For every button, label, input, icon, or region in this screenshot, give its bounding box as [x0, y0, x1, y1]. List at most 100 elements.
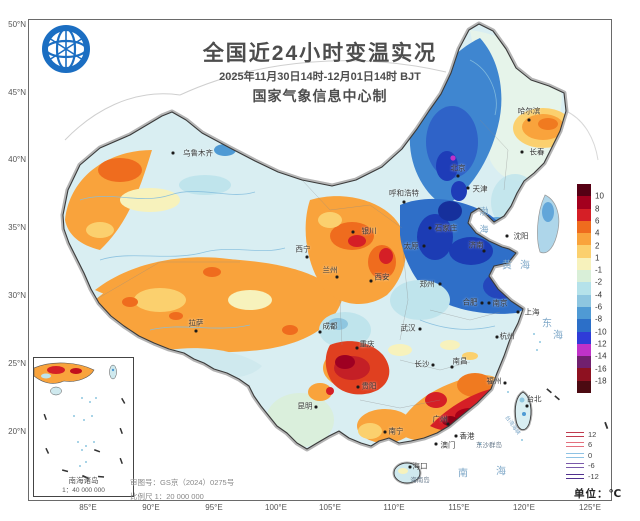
isoline-value: 6	[588, 440, 593, 450]
island-dash-marks	[546, 388, 609, 430]
colorbar-tick-label: 2	[595, 241, 600, 250]
city-label: 北京	[450, 163, 466, 173]
city-dot	[422, 244, 426, 248]
sea-label: 海	[553, 330, 563, 342]
city-dot	[446, 422, 450, 426]
city-dot	[516, 310, 520, 314]
city-label: 长沙	[414, 359, 430, 369]
lat-tick-label: 40°N	[8, 155, 26, 164]
isoline-value: -6	[588, 461, 595, 471]
foreign-border-line	[565, 110, 599, 161]
city-label: 郑州	[419, 279, 435, 289]
colorbar-segment	[577, 294, 591, 307]
city-dot	[314, 405, 318, 409]
city-dot	[369, 279, 373, 283]
colorbar-tick-label: -2	[595, 277, 603, 287]
sea-label: 渤	[479, 206, 489, 217]
isoline-legend-row: 0	[566, 450, 599, 461]
city-dot	[454, 434, 458, 438]
colorbar-tick-label: 6	[595, 216, 600, 226]
foreign-border-line	[64, 93, 181, 141]
isoline-value: 12	[588, 429, 597, 439]
city-label: 重庆	[359, 339, 375, 349]
city-dot	[525, 404, 529, 408]
taiwan-shading	[522, 412, 526, 416]
isoline-legend-row: -6	[566, 461, 599, 472]
sea-label: 南	[458, 468, 468, 480]
city-label: 海口	[412, 461, 428, 471]
hainan-shading	[398, 468, 408, 474]
city-label: 太原	[403, 241, 419, 251]
city-dot	[456, 174, 460, 178]
city-dot	[194, 329, 198, 333]
colorbar-segment	[577, 343, 591, 357]
colorbar-tick-label: -12	[595, 339, 607, 349]
colorbar-segment	[577, 196, 591, 209]
city-dot	[527, 118, 531, 122]
unit-label: 单位：℃	[574, 488, 623, 500]
colorbar-segment	[577, 233, 591, 246]
sea-label: 海	[479, 224, 489, 235]
isoline-sample	[566, 431, 584, 437]
lat-tick-label: 20°N	[8, 427, 26, 436]
map-footnotes: 审图号：GS京（2024）0275号 比例尺 1：20 000 000	[130, 476, 234, 503]
isoline-sample	[566, 463, 584, 469]
colorbar-segment	[577, 319, 591, 332]
colorbar-segment	[577, 257, 591, 271]
lon-tick-label: 110°E	[383, 503, 405, 512]
city-dot	[318, 330, 322, 334]
hainan-island	[393, 462, 421, 484]
city-dot	[431, 363, 435, 367]
map-header: 全国近24小时变温实况 2025年11月30日14时-12月01日14时 BJT…	[120, 42, 520, 104]
isoline-legend: 12 6 0 -6 -12	[566, 429, 599, 482]
map-scale: 比例尺 1：20 000 000	[130, 491, 204, 501]
city-label: 成都	[322, 321, 338, 331]
city-label: 乌鲁木齐	[183, 148, 213, 158]
city-dot	[335, 275, 339, 279]
city-label: 上海	[524, 307, 540, 317]
city-dot	[408, 465, 412, 469]
city-dot	[351, 230, 355, 234]
island-group-label: 海南岛	[410, 477, 430, 484]
colorbar-tick-label: 4	[595, 228, 600, 238]
city-label: 拉萨	[188, 318, 204, 328]
city-label: 武汉	[400, 323, 416, 333]
city-dot	[450, 365, 454, 369]
colorbar-tick-label: -4	[595, 290, 603, 300]
city-label: 杭州	[499, 331, 515, 341]
nmic-logo	[42, 25, 90, 73]
city-dot	[428, 226, 432, 230]
island-group-label: 东沙群岛	[476, 442, 502, 449]
city-label: 银川	[361, 226, 377, 236]
city-label: 昆明	[297, 401, 313, 411]
city-dot	[487, 301, 491, 305]
sea-label: 黄	[502, 260, 512, 272]
colorbar-tick-label: -10	[595, 327, 607, 337]
sea-label: 东	[542, 318, 552, 330]
isoline-sample	[566, 442, 584, 448]
lon-tick-label: 100°E	[265, 503, 287, 512]
isoline-value: 0	[588, 450, 593, 460]
city-dot	[402, 200, 406, 204]
korea-shading	[542, 202, 554, 222]
city-dot	[383, 430, 387, 434]
china-temperature-map	[60, 21, 609, 485]
city-label: 呼和浩特	[389, 188, 419, 198]
colorbar-tick-label: -1	[595, 265, 603, 275]
city-dot	[495, 335, 499, 339]
city-label: 长春	[529, 147, 545, 157]
colorbar-tick-label: -6	[595, 302, 603, 312]
temperature-colorbar	[577, 184, 591, 394]
lat-tick-label: 30°N	[8, 291, 26, 300]
city-dot	[503, 381, 507, 385]
city-label: 天津	[472, 184, 488, 194]
city-label: 济南	[468, 240, 484, 250]
city-dot	[466, 186, 470, 190]
foreign-border-line	[179, 60, 447, 96]
colorbar-tick-label: -14	[595, 351, 607, 361]
colorbar-segment	[577, 306, 591, 320]
colorbar-segment	[577, 368, 591, 381]
isoline-sample	[566, 473, 584, 479]
taiwan-island	[514, 391, 532, 431]
